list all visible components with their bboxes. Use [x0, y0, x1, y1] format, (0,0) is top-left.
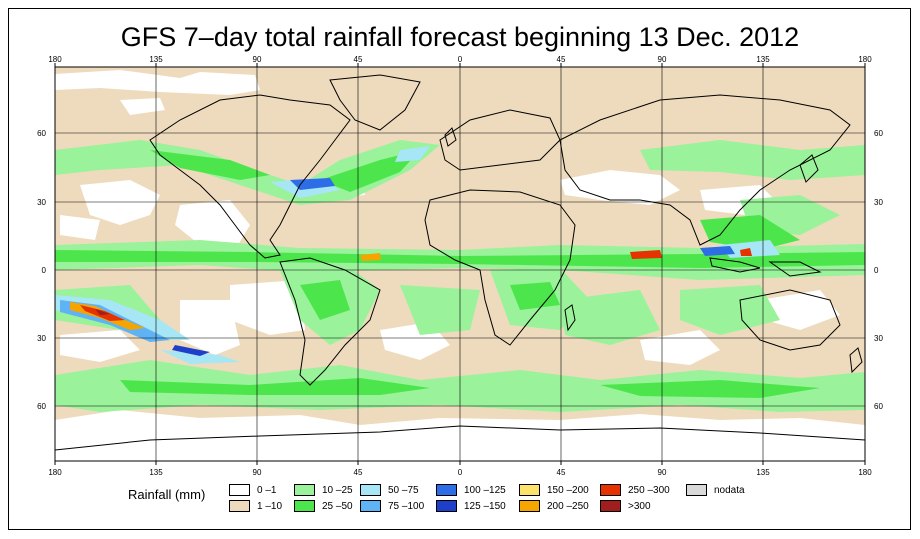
lon-label: 90: [658, 468, 667, 477]
legend-label: 25 –50: [322, 501, 353, 512]
lon-label: 180: [858, 468, 872, 477]
legend-title: Rainfall (mm): [128, 487, 206, 502]
legend-swatch: [436, 484, 457, 496]
lat-label: 30: [874, 334, 883, 343]
legend-swatch: [600, 500, 621, 512]
lon-label: 90: [253, 55, 262, 64]
tick-marks: [54, 63, 866, 465]
lon-label: 45: [557, 55, 566, 64]
legend-label: 75 –100: [388, 501, 425, 512]
legend-label: 150 –200: [547, 485, 589, 496]
peak-rain: [70, 248, 752, 330]
lat-label: 0: [874, 266, 879, 275]
figure-frame: [8, 8, 911, 530]
lon-label: 135: [149, 468, 163, 477]
lon-labels-bottom: 180 135 90 45 0 45 90 135 180: [48, 468, 872, 477]
legend-label: 50 –75: [388, 485, 419, 496]
legend-label: 250 –300: [628, 485, 670, 496]
lon-label: 45: [354, 468, 363, 477]
lon-label: 180: [48, 468, 62, 477]
lon-label: 0: [458, 468, 463, 477]
lat-label: 30: [874, 198, 883, 207]
lon-label: 180: [858, 55, 872, 64]
legend-swatch: [229, 500, 250, 512]
lat-label: 60: [874, 402, 883, 411]
legend-label: 200 –250: [547, 501, 589, 512]
legend-swatch: [360, 484, 381, 496]
legend-label: 100 –125: [464, 485, 506, 496]
lat-label: 60: [37, 129, 46, 138]
lon-label: 0: [458, 55, 463, 64]
lon-label: 135: [756, 468, 770, 477]
lat-label: 60: [874, 129, 883, 138]
legend-swatch: [436, 500, 457, 512]
lon-labels-top: 180 135 90 45 0 45 90 135 180: [48, 55, 872, 64]
legend-swatch: [600, 484, 621, 496]
legend-swatch: [519, 500, 540, 512]
lat-labels-left: 60 30 0 30 60: [37, 129, 46, 411]
graticule: [55, 67, 865, 461]
dry-regions: [55, 70, 865, 461]
lat-label: 0: [42, 266, 47, 275]
legend-swatch: [360, 500, 381, 512]
legend-swatch: [686, 484, 707, 496]
legend-label: nodata: [714, 485, 745, 496]
lat-label: 30: [37, 198, 46, 207]
legend-swatch: [294, 500, 315, 512]
lon-label: 135: [756, 55, 770, 64]
lat-label: 30: [37, 334, 46, 343]
lon-label: 45: [557, 468, 566, 477]
legend-swatch: [519, 484, 540, 496]
lon-label: 90: [658, 55, 667, 64]
lon-label: 45: [354, 55, 363, 64]
heavy-rain: [55, 150, 865, 398]
lon-label: 180: [48, 55, 62, 64]
lat-label: 60: [37, 402, 46, 411]
legend-swatch: [294, 484, 315, 496]
legend-label: >300: [628, 501, 651, 512]
lon-label: 135: [149, 55, 163, 64]
legend-swatch: [229, 484, 250, 496]
map-title: GFS 7–day total rainfall forecast beginn…: [120, 22, 800, 52]
lat-labels-right: 60 30 0 30 60: [874, 129, 883, 411]
legend-label: 0 –1: [257, 485, 277, 496]
legend-label: 10 –25: [322, 485, 353, 496]
legend-label: 125 –150: [464, 501, 506, 512]
lon-label: 90: [253, 468, 262, 477]
legend-label: 1 –10: [257, 501, 283, 512]
